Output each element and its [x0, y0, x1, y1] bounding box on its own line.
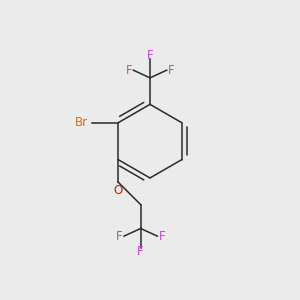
Text: F: F — [168, 64, 174, 77]
Text: F: F — [158, 230, 165, 243]
Text: F: F — [147, 49, 153, 62]
Text: F: F — [137, 244, 144, 258]
Text: F: F — [116, 230, 123, 243]
Text: F: F — [126, 64, 132, 77]
Text: Br: Br — [75, 116, 88, 129]
Text: O: O — [113, 184, 123, 197]
